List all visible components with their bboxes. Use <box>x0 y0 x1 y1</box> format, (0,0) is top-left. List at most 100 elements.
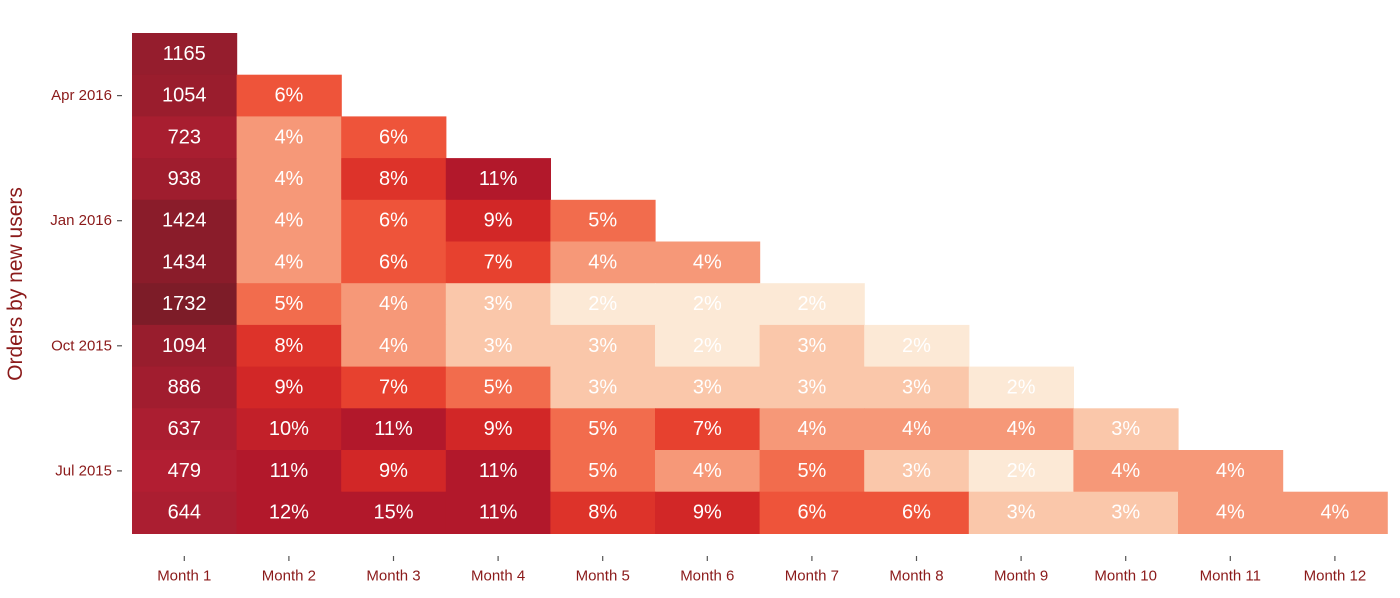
cell-label-retention: 4% <box>274 210 303 232</box>
heatmap-cell-retention <box>445 366 551 409</box>
heatmap-cell-retention <box>759 491 865 534</box>
cell-label-retention: 5% <box>588 210 617 232</box>
y-axis: Apr 2016 Jan 2016 Oct 2015 Jul 2015 <box>50 87 122 479</box>
heatmap-cell-retention <box>1282 491 1388 534</box>
heatmap-cell-retention <box>550 491 656 534</box>
heatmap-cell-retention <box>968 450 1074 493</box>
heatmap-cell-retention <box>864 491 970 534</box>
heatmap-cell-retention <box>341 283 447 326</box>
x-tick-label: Month 2 <box>262 568 316 585</box>
heatmap-cell-retention <box>759 366 865 409</box>
heatmap-cell-retention <box>1178 491 1284 534</box>
cell-label-retention: 6% <box>902 502 931 524</box>
heatmap-cell-retention <box>236 491 342 534</box>
heatmap-cell-retention <box>341 366 447 409</box>
cell-label-retention: 8% <box>588 502 617 524</box>
cell-label-retention: 4% <box>1216 460 1245 482</box>
cell-label-retention: 7% <box>379 377 408 399</box>
heatmap-cell-retention <box>550 283 656 326</box>
heatmap-cell-orders <box>132 116 238 159</box>
y-axis-label: Orders by new users <box>4 187 27 381</box>
heatmap-cell-retention <box>1073 491 1179 534</box>
heatmap-cell-orders <box>132 199 238 243</box>
heatmap-cell-orders <box>132 491 238 534</box>
cell-label-retention: 8% <box>379 168 408 190</box>
cell-label-orders: 637 <box>168 418 201 440</box>
heatmap-cell-retention <box>655 324 761 368</box>
cell-label-retention: 15% <box>373 502 413 524</box>
heatmap-cell-retention <box>759 324 865 368</box>
heatmap-cell-retention <box>341 324 447 368</box>
cell-label-retention: 4% <box>902 418 931 440</box>
heatmap-cell-retention <box>341 491 447 534</box>
heatmap-cell-retention <box>236 324 342 368</box>
x-tick-label: Month 12 <box>1304 568 1367 585</box>
x-tick-label: Month 10 <box>1094 568 1157 585</box>
heatmap-cell-retention <box>1178 450 1284 493</box>
y-tick-label: Oct 2015 <box>51 337 112 354</box>
cell-label-retention: 4% <box>1111 460 1140 482</box>
cell-label-orders: 1732 <box>162 293 207 315</box>
heatmap-cell-retention <box>655 283 761 326</box>
cell-label-retention: 7% <box>484 251 513 273</box>
cell-label-retention: 4% <box>693 460 722 482</box>
heatmap-cell-retention <box>236 116 342 159</box>
heatmap-cell-retention <box>341 450 447 493</box>
heatmap-cell-retention <box>445 158 551 201</box>
heatmap-cell-orders <box>132 366 238 409</box>
x-tick-label: Month 3 <box>366 568 420 585</box>
cell-label-orders: 479 <box>168 460 201 482</box>
heatmap-cell-retention <box>550 450 656 493</box>
cell-label-retention: 5% <box>484 377 513 399</box>
cell-label-retention: 11% <box>479 460 518 482</box>
cell-label-retention: 4% <box>379 335 408 357</box>
cell-label-retention: 4% <box>588 251 617 273</box>
heatmap-cell-retention <box>236 283 342 326</box>
heatmap-cell-retention <box>236 241 342 284</box>
x-tick-label: Month 4 <box>471 568 525 585</box>
cell-label-retention: 4% <box>379 293 408 315</box>
cell-label-retention: 2% <box>1007 460 1036 482</box>
cell-label-retention: 3% <box>588 335 617 357</box>
y-tick-label: Apr 2016 <box>51 87 112 104</box>
cell-label-retention: 2% <box>693 335 722 357</box>
cell-label-retention: 12% <box>269 502 309 524</box>
heatmap-cell-retention <box>341 158 447 201</box>
cell-label-retention: 3% <box>797 335 826 357</box>
heatmap-cell-retention <box>655 241 761 284</box>
cell-label-retention: 8% <box>274 335 303 357</box>
heatmap-cell-orders <box>132 241 238 284</box>
cell-label-retention: 6% <box>379 251 408 273</box>
cell-label-retention: 11% <box>374 418 413 440</box>
cell-label-retention: 2% <box>693 293 722 315</box>
cell-label-retention: 3% <box>902 377 931 399</box>
heatmap-cell-retention <box>968 408 1074 451</box>
cell-label-retention: 5% <box>588 460 617 482</box>
heatmap-cell-retention <box>236 450 342 493</box>
cell-label-retention: 6% <box>379 126 408 148</box>
heatmap-cell-retention <box>236 158 342 201</box>
cell-label-retention: 7% <box>693 418 722 440</box>
heatmap-cell-orders <box>132 408 238 451</box>
cell-label-retention: 5% <box>274 293 303 315</box>
cell-label-retention: 3% <box>902 460 931 482</box>
heatmap-cell-orders <box>132 324 238 368</box>
heatmap-cell-retention <box>445 450 551 493</box>
cell-label-retention: 3% <box>484 335 513 357</box>
heatmap-cell-retention <box>550 324 656 368</box>
heatmap-cell-retention <box>445 241 551 284</box>
x-tick-label: Month 9 <box>994 568 1048 585</box>
heatmap-cell-retention <box>759 408 865 451</box>
heatmap-cells <box>132 33 1388 534</box>
heatmap-cell-retention <box>341 408 447 451</box>
cell-label-orders: 1434 <box>162 251 207 273</box>
cell-label-retention: 3% <box>484 293 513 315</box>
cell-label-retention: 11% <box>270 460 309 482</box>
cell-label-orders: 1165 <box>163 43 206 65</box>
cell-label-orders: 886 <box>168 377 201 399</box>
cell-label-retention: 9% <box>484 210 513 232</box>
heatmap-cell-retention <box>236 408 342 451</box>
cell-label-orders: 1094 <box>162 335 207 357</box>
cell-label-retention: 2% <box>1007 377 1036 399</box>
